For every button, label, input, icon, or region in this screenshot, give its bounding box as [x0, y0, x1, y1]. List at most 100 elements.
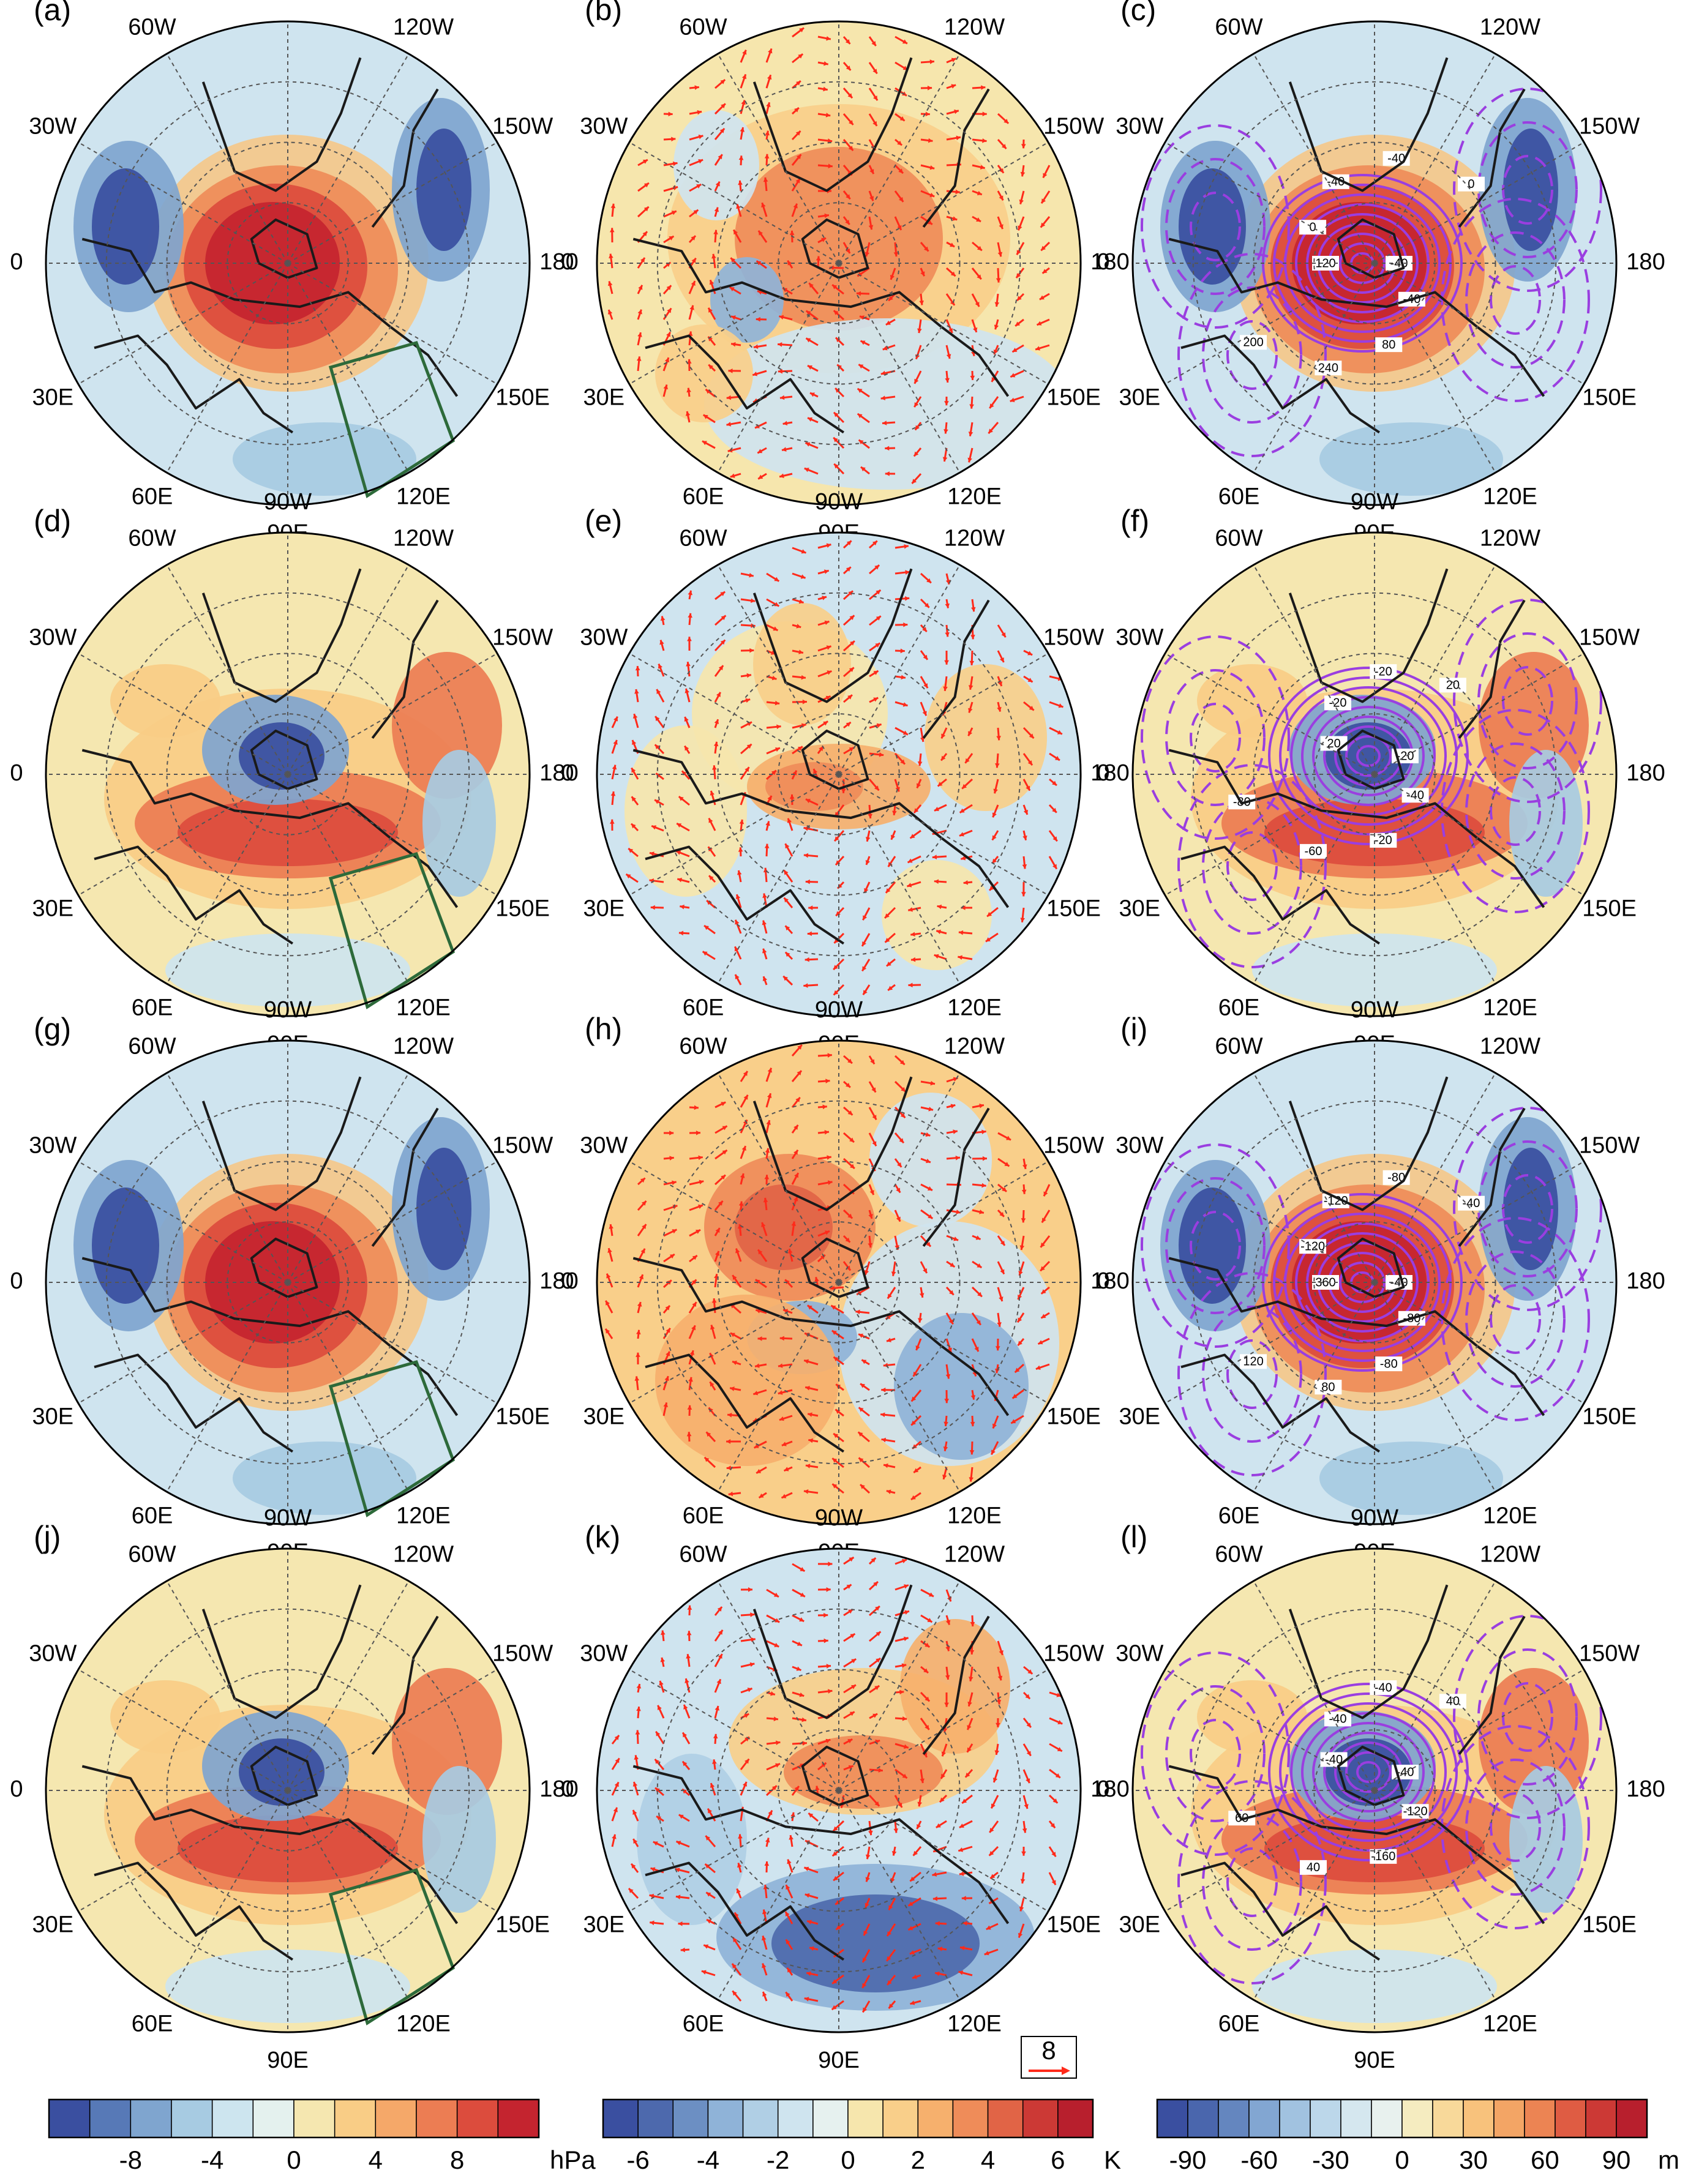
wind-vector-head	[613, 739, 618, 745]
wind-vector-head	[927, 220, 932, 225]
wind-vector-head	[721, 103, 726, 108]
colorbar-unit: m	[1658, 2145, 1679, 2174]
wind-vector-head	[832, 1979, 838, 1984]
wind-vector-head	[774, 577, 779, 582]
wind-vector-head	[912, 479, 917, 484]
wind-vector-head	[638, 285, 643, 290]
wind-vector-head	[950, 242, 955, 247]
longitude-label: 90W	[264, 489, 312, 515]
wind-vector-head	[702, 951, 708, 956]
colorbar-swatch	[847, 2099, 883, 2138]
contour-label: -120	[1403, 1805, 1428, 1819]
wind-vector-head	[870, 1059, 875, 1064]
meridian	[838, 1580, 961, 1791]
wind-vector-head	[683, 1704, 688, 1710]
colorbar-swatch	[1057, 2099, 1093, 2138]
meridian	[1253, 774, 1375, 984]
coastline	[645, 1861, 845, 1961]
wind-vector-head	[687, 1605, 692, 1610]
coastline	[1337, 1745, 1405, 1806]
coastline	[1458, 599, 1526, 739]
wind-vector-head	[754, 1443, 759, 1448]
latitude-circle	[1192, 592, 1557, 957]
wind-vector-head	[847, 1739, 853, 1744]
wind-vector-head	[801, 675, 806, 680]
wind-vector-head	[846, 567, 851, 572]
contour-label: 0	[1310, 221, 1316, 234]
wind-vector-head	[994, 1750, 1000, 1755]
wind-vector-head	[613, 716, 618, 722]
wind-vector-head	[606, 1300, 610, 1306]
wind-vector-head	[831, 1330, 837, 1335]
colorbar-swatch	[1157, 2099, 1188, 2138]
wind-vector-head	[929, 59, 934, 64]
wind-vector-head	[893, 252, 899, 257]
colorbar-K: -6 -4 -2 0 2 4 6 K	[602, 2098, 1121, 2174]
contour-line-dashed	[1226, 831, 1278, 901]
wind-vector-head	[823, 1612, 828, 1618]
wind-vector-head	[614, 1735, 620, 1740]
wind-vector-head	[911, 1420, 916, 1426]
wind-vector-head	[708, 818, 713, 823]
wind-vector-head	[986, 1925, 991, 1930]
wind-vector-head	[786, 1939, 790, 1945]
wind-vector-head	[696, 1230, 701, 1234]
wind-vector-head	[686, 662, 691, 667]
colorbar-swatch	[882, 2099, 919, 2138]
contour-line-dashed	[1502, 666, 1553, 736]
wind-vector-head	[779, 1416, 784, 1421]
wind-vector-head	[764, 1861, 770, 1866]
meridian	[287, 1790, 410, 2000]
wind-vector-head	[750, 1612, 755, 1617]
wind-vector-head	[872, 121, 877, 126]
wind-vector-head	[756, 261, 762, 266]
contour-line-dashed	[1177, 253, 1327, 457]
wind-vector-head	[758, 230, 763, 236]
wind-vector-head	[925, 1642, 930, 1647]
longitude-label: 120E	[1483, 995, 1537, 1021]
wind-vector-head	[904, 596, 910, 601]
longitude-label: 150W	[1043, 1641, 1104, 1667]
contour-line	[1345, 1751, 1392, 1793]
anomaly-blob	[422, 750, 496, 897]
wind-vector-head	[888, 1905, 893, 1910]
anomaly-blob	[869, 1093, 992, 1227]
longitude-label: 150E	[1582, 896, 1637, 922]
contour-line-dashed	[1190, 1211, 1241, 1281]
wind-vector-head	[887, 1931, 892, 1937]
wind-vector-head	[1022, 1164, 1027, 1169]
wind-vector-head	[864, 1270, 869, 1275]
wind-vector-head	[886, 1489, 891, 1494]
wind-vector-head	[1025, 1694, 1030, 1699]
meridian	[166, 1072, 288, 1283]
wind-vector-head	[720, 591, 726, 597]
contour-line	[1268, 667, 1469, 845]
wind-vector-head	[849, 667, 854, 673]
wind-vector-head	[735, 919, 740, 925]
contour-line-dashed	[1465, 1251, 1566, 1388]
panel-label: (f)	[1120, 504, 1149, 538]
wind-vector-head	[693, 209, 699, 215]
anomaly-blob	[1197, 664, 1307, 738]
longitude-label: 30W	[29, 625, 77, 651]
longitude-label: 120E	[947, 1503, 1002, 1529]
colorbar-swatch	[416, 2099, 458, 2138]
wind-vector-head	[828, 1561, 833, 1566]
wind-vector-head	[671, 211, 677, 215]
wind-vector-head	[803, 1489, 809, 1494]
wind-vector-head	[900, 759, 905, 765]
wind-vector-head	[1020, 918, 1026, 922]
wind-vector-head	[733, 1937, 738, 1943]
wind-vector-head	[816, 256, 821, 261]
wind-vector-head	[850, 641, 855, 646]
colorbar-swatch	[1616, 2099, 1648, 2138]
longitude-label: 30E	[583, 1404, 625, 1430]
wind-vector-head	[991, 1803, 996, 1809]
latitude-circle	[656, 1100, 1021, 1465]
wind-vector-head	[882, 346, 888, 351]
wind-vector-head	[1021, 892, 1026, 897]
wind-vector-head	[932, 1872, 937, 1877]
wind-vector-head	[678, 1921, 683, 1926]
wind-vector-head	[689, 1350, 695, 1355]
wind-vector-head	[970, 1421, 975, 1427]
